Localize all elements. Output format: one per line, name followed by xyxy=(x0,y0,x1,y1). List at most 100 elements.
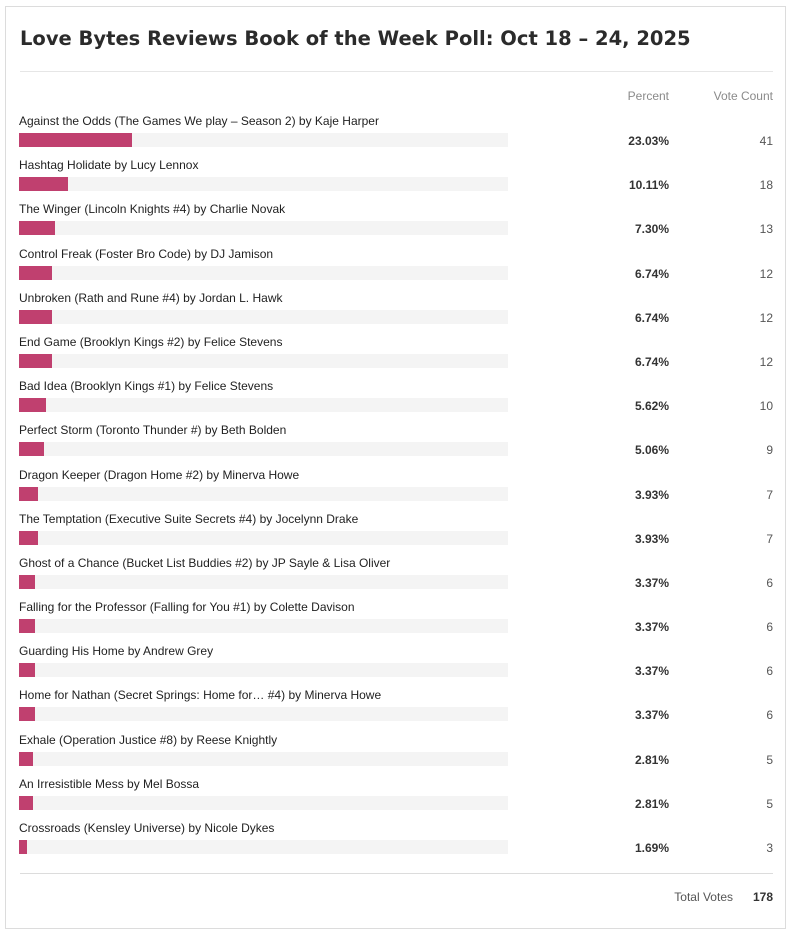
poll-option-percent: 2.81% xyxy=(634,796,669,811)
poll-bar xyxy=(19,663,36,678)
poll-option-row: Ghost of a Chance (Bucket List Buddies #… xyxy=(6,555,785,599)
poll-option-vote-count: 5 xyxy=(766,752,773,767)
poll-bar xyxy=(19,840,28,854)
percent-column-header: Percent xyxy=(627,89,669,103)
poll-bar-track xyxy=(19,398,508,413)
poll-option-vote-count: 7 xyxy=(766,487,773,502)
poll-bar-track xyxy=(19,486,508,501)
poll-bar-track xyxy=(19,840,508,854)
poll-bar xyxy=(19,795,33,810)
poll-option-percent: 1.69% xyxy=(634,841,669,855)
poll-option-row: Guarding His Home by Andrew Grey 3.37% 6 xyxy=(6,643,785,687)
total-votes-value: 178 xyxy=(752,890,773,904)
total-votes-label: Total Votes xyxy=(674,890,733,904)
poll-option-percent: 10.11% xyxy=(628,178,669,193)
poll-bar-track xyxy=(19,619,508,634)
poll-option-row: Crossroads (Kensley Universe) by Nicole … xyxy=(6,820,785,864)
poll-option-label: Dragon Keeper (Dragon Home #2) by Minerv… xyxy=(19,467,300,482)
poll-bar xyxy=(19,751,33,766)
poll-bar xyxy=(19,221,55,236)
poll-bar xyxy=(19,574,36,589)
poll-option-vote-count: 41 xyxy=(759,134,773,148)
poll-option-percent: 3.37% xyxy=(634,664,669,679)
poll-option-percent: 3.37% xyxy=(634,708,669,723)
poll-bar-track xyxy=(19,663,508,678)
poll-option-percent: 6.74% xyxy=(634,354,669,369)
poll-option-percent: 5.06% xyxy=(634,443,669,458)
poll-option-label: Guarding His Home by Andrew Grey xyxy=(19,644,214,659)
header-divider xyxy=(20,71,773,72)
poll-option-percent: 3.93% xyxy=(634,487,669,502)
poll-option-percent: 5.62% xyxy=(634,399,669,414)
poll-option-vote-count: 13 xyxy=(759,222,773,237)
poll-option-vote-count: 6 xyxy=(766,664,773,679)
poll-option-vote-count: 5 xyxy=(766,796,773,811)
poll-option-vote-count: 10 xyxy=(759,399,773,414)
poll-option-vote-count: 6 xyxy=(766,575,773,590)
poll-option-label: The Temptation (Executive Suite Secrets … xyxy=(19,511,359,526)
poll-option-percent: 3.37% xyxy=(634,620,669,635)
poll-bar xyxy=(19,442,44,457)
poll-option-label: Hashtag Holidate by Lucy Lennox xyxy=(19,158,199,173)
poll-option-percent: 2.81% xyxy=(634,752,669,767)
poll-option-label: Home for Nathan (Secret Springs: Home fo… xyxy=(19,688,382,703)
poll-bar-track xyxy=(19,751,508,766)
poll-option-label: Perfect Storm (Toronto Thunder #) by Bet… xyxy=(19,423,287,438)
poll-option-row: Dragon Keeper (Dragon Home #2) by Minerv… xyxy=(6,467,785,511)
poll-option-row: The Winger (Lincoln Knights #4) by Charl… xyxy=(6,201,785,245)
poll-option-percent: 23.03% xyxy=(628,134,669,148)
poll-bar xyxy=(19,353,52,368)
poll-option-row: Home for Nathan (Secret Springs: Home fo… xyxy=(6,687,785,731)
poll-option-percent: 3.37% xyxy=(634,575,669,590)
poll-option-label: Crossroads (Kensley Universe) by Nicole … xyxy=(19,821,275,835)
poll-option-vote-count: 18 xyxy=(759,178,773,193)
poll-option-vote-count: 9 xyxy=(766,443,773,458)
poll-bar xyxy=(19,133,132,147)
poll-option-row: An Irresistible Mess by Mel Bossa 2.81% 5 xyxy=(6,776,785,820)
poll-option-row: Exhale (Operation Justice #8) by Reese K… xyxy=(6,732,785,776)
poll-option-percent: 7.30% xyxy=(634,222,669,237)
poll-bar xyxy=(19,309,52,324)
poll-bar-track xyxy=(19,221,508,236)
poll-option-label: Control Freak (Foster Bro Code) by DJ Ja… xyxy=(19,246,274,261)
poll-bar xyxy=(19,398,47,413)
poll-bar-track xyxy=(19,309,508,324)
poll-bar-track xyxy=(19,707,508,722)
poll-option-row: Perfect Storm (Toronto Thunder #) by Bet… xyxy=(6,422,785,466)
poll-option-label: End Game (Brooklyn Kings #2) by Felice S… xyxy=(19,334,283,349)
poll-option-percent: 3.93% xyxy=(634,531,669,546)
poll-option-label: An Irresistible Mess by Mel Bossa xyxy=(19,776,200,791)
poll-option-label: Bad Idea (Brooklyn Kings #1) by Felice S… xyxy=(19,379,274,394)
poll-bar xyxy=(19,265,52,280)
footer-divider xyxy=(20,873,773,874)
poll-option-row: Hashtag Holidate by Lucy Lennox 10.11% 18 xyxy=(6,157,785,201)
poll-option-label: Against the Odds (The Games We play – Se… xyxy=(19,114,379,128)
poll-option-label: Exhale (Operation Justice #8) by Reese K… xyxy=(19,732,278,747)
poll-option-vote-count: 6 xyxy=(766,708,773,723)
poll-option-row: Unbroken (Rath and Rune #4) by Jordan L.… xyxy=(6,290,785,334)
poll-bar-track xyxy=(19,265,508,280)
poll-bar xyxy=(19,707,36,722)
poll-option-vote-count: 3 xyxy=(766,841,773,855)
poll-option-label: Ghost of a Chance (Bucket List Buddies #… xyxy=(19,555,391,570)
poll-option-vote-count: 12 xyxy=(759,266,773,281)
poll-option-row: End Game (Brooklyn Kings #2) by Felice S… xyxy=(6,334,785,378)
poll-bar-track xyxy=(19,177,508,192)
poll-results-card: Love Bytes Reviews Book of the Week Poll… xyxy=(5,6,786,929)
poll-bar xyxy=(19,177,69,192)
poll-option-vote-count: 7 xyxy=(766,531,773,546)
poll-option-row: Against the Odds (The Games We play – Se… xyxy=(6,113,785,157)
poll-option-percent: 6.74% xyxy=(634,310,669,325)
poll-bar-track xyxy=(19,133,508,147)
poll-option-label: Falling for the Professor (Falling for Y… xyxy=(19,600,355,615)
poll-results-list: Against the Odds (The Games We play – Se… xyxy=(6,113,785,864)
poll-bar-track xyxy=(19,442,508,457)
poll-bar xyxy=(19,619,36,634)
poll-option-label: Unbroken (Rath and Rune #4) by Jordan L.… xyxy=(19,290,283,305)
poll-bar-track xyxy=(19,574,508,589)
poll-option-label: The Winger (Lincoln Knights #4) by Charl… xyxy=(19,202,286,217)
poll-bar xyxy=(19,530,39,545)
poll-option-row: Control Freak (Foster Bro Code) by DJ Ja… xyxy=(6,246,785,290)
poll-bar xyxy=(19,486,39,501)
poll-option-row: Bad Idea (Brooklyn Kings #1) by Felice S… xyxy=(6,378,785,422)
